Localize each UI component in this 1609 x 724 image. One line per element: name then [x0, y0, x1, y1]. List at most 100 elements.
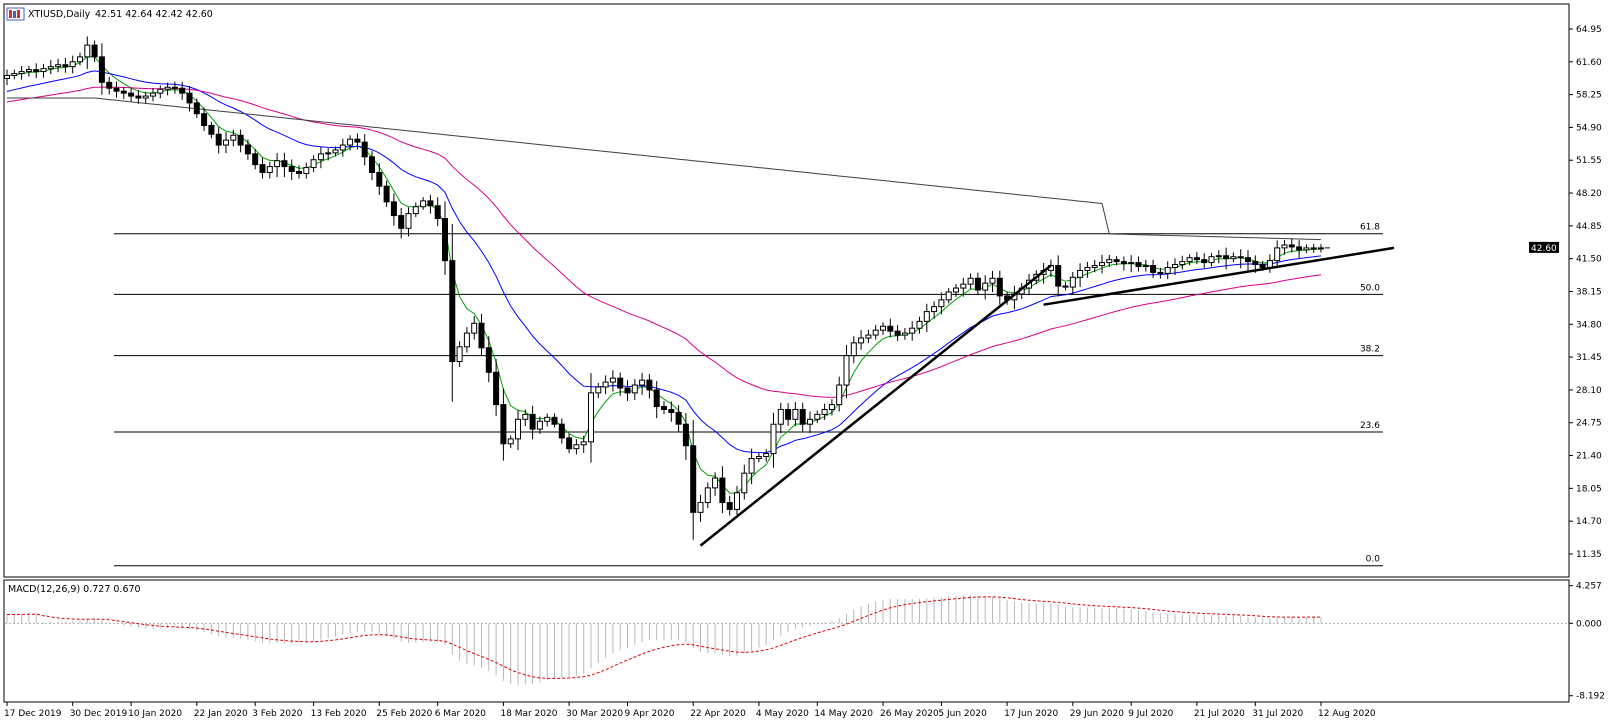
candle — [120, 86, 127, 100]
candle — [785, 403, 792, 426]
candle — [113, 81, 120, 98]
candle — [529, 405, 536, 440]
candle — [850, 336, 857, 364]
candle-body — [1128, 262, 1135, 265]
date-tick-label: 22 Apr 2020 — [690, 709, 746, 719]
candle — [55, 58, 62, 73]
candle — [901, 327, 908, 340]
candle-body — [471, 322, 478, 334]
candle-body — [872, 329, 879, 336]
date-tick-label: 9 Jul 2020 — [1128, 709, 1173, 719]
candle — [456, 341, 463, 368]
price-tick-label: 48.20 — [1576, 189, 1602, 199]
candle — [639, 372, 646, 395]
candle-body — [850, 342, 857, 357]
candle — [748, 448, 755, 485]
candle-body — [1106, 259, 1113, 264]
candle — [1062, 282, 1069, 291]
date-tick-label: 4 May 2020 — [756, 709, 809, 719]
candle — [4, 69, 10, 86]
candle — [288, 159, 295, 180]
candle — [617, 372, 624, 396]
price-tick-label: 41.50 — [1576, 255, 1602, 265]
candle-body — [807, 418, 813, 425]
candle — [777, 402, 784, 434]
candle — [551, 413, 558, 428]
candle-body — [1077, 269, 1084, 278]
window-icon[interactable] — [6, 7, 25, 21]
trendlines[interactable] — [699, 246, 1395, 547]
candle — [252, 148, 259, 170]
candle — [967, 273, 974, 289]
macd-tick-label: 0.000 — [1576, 619, 1602, 629]
candle — [1230, 252, 1237, 263]
candle-body — [668, 409, 675, 413]
candle-body — [383, 185, 390, 203]
candle — [420, 197, 427, 210]
candle — [91, 40, 98, 62]
candle-body — [434, 205, 441, 220]
candle-body — [609, 377, 616, 383]
candle-body — [1157, 271, 1164, 274]
candle-body — [69, 61, 76, 68]
candle-body — [909, 327, 916, 334]
candle — [1215, 250, 1222, 264]
candle — [807, 411, 813, 434]
candle-body — [332, 149, 339, 154]
candle-body — [266, 166, 273, 173]
candle — [515, 410, 521, 451]
candle-body — [631, 384, 638, 394]
candle-body — [1281, 244, 1288, 249]
candle — [135, 89, 142, 105]
price-tick-label: 21.40 — [1576, 452, 1602, 462]
candle-body — [186, 92, 193, 104]
candle-body — [456, 346, 463, 363]
candle-body — [128, 92, 135, 97]
date-tick-label: 10 Jan 2020 — [128, 709, 182, 719]
candle — [763, 449, 770, 462]
candle-body — [865, 334, 872, 339]
candle — [223, 132, 229, 154]
price-tick-label: 11.35 — [1576, 550, 1602, 560]
candle — [536, 416, 543, 434]
candle-body — [1084, 266, 1091, 271]
macd-tick-label: -8.192 — [1576, 692, 1605, 702]
candle-body — [1274, 247, 1281, 262]
candle-body — [237, 134, 244, 146]
candle — [274, 153, 281, 178]
candle — [894, 325, 901, 341]
candle — [157, 85, 164, 99]
candle-body — [55, 64, 62, 68]
candle — [150, 87, 156, 102]
candle-body — [522, 413, 529, 420]
candle-body — [682, 423, 689, 447]
candle — [84, 36, 91, 69]
candle-body — [1230, 256, 1237, 260]
candle — [471, 316, 478, 340]
candle — [376, 163, 383, 195]
candle — [646, 374, 653, 399]
candle-body — [573, 444, 580, 450]
candle — [405, 207, 412, 237]
fibonacci-levels[interactable]: 61.8 50.0 38.2 23.6 0.0 — [114, 223, 1383, 567]
candle — [1193, 252, 1200, 265]
candle-body — [150, 92, 156, 97]
candle — [215, 127, 222, 154]
ma-50-line — [6, 86, 1322, 398]
candle-body — [1208, 256, 1215, 264]
candle-body — [164, 86, 171, 90]
candle-body — [25, 69, 32, 73]
candle-body — [580, 441, 587, 446]
candle — [449, 223, 456, 402]
candle — [653, 380, 660, 419]
candle-body — [507, 438, 514, 445]
candle-body — [894, 330, 901, 336]
candle-body — [719, 477, 726, 504]
candle — [1128, 255, 1135, 273]
candle — [296, 165, 302, 179]
candle-body — [704, 487, 711, 504]
candle — [631, 379, 638, 401]
candle — [1237, 249, 1244, 269]
candle — [938, 292, 945, 315]
